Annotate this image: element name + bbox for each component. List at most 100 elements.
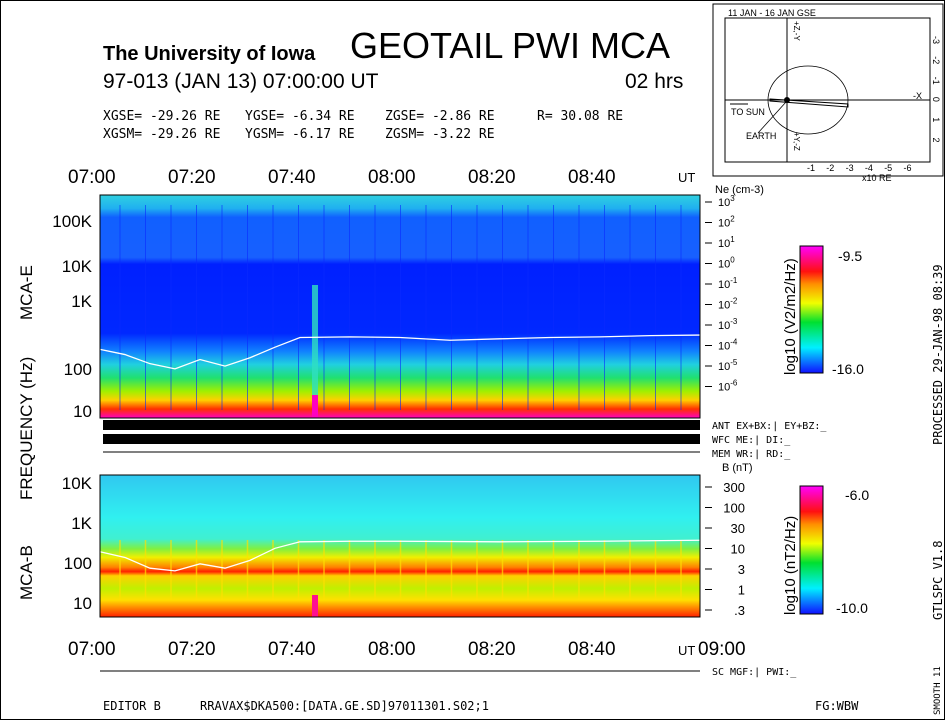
mca-b-colorbar-max: -6.0: [845, 487, 869, 503]
processed-label: PROCESSED 29-JAN-98 08:39: [931, 264, 945, 445]
b-tick-label: 1: [738, 583, 745, 598]
instrument-title: GEOTAIL PWI MCA: [350, 25, 670, 66]
sun-label: TO SUN: [731, 107, 765, 117]
institution-label: The University of Iowa: [103, 43, 316, 65]
zgsm-value: ZGSM= -3.22 RE: [385, 127, 495, 142]
mca-b-freq-tick: 10: [73, 594, 92, 613]
bottom-time-tick: 07:00: [68, 639, 116, 660]
sc-status: SC MGF:| PWI:_: [712, 667, 797, 678]
orbit-ellipse: [767, 65, 849, 135]
duration-label: 02 hrs: [625, 70, 683, 93]
top-time-tick: 07:20: [168, 167, 216, 188]
b-tick-label: 300: [723, 480, 745, 495]
ne-tick-label: 10-3: [718, 317, 738, 332]
mca-e-label: MCA-E: [17, 265, 36, 320]
fg-label: FG:WBW: [815, 699, 859, 713]
orbit-y-tick: -2: [931, 56, 941, 64]
file-path: RRAVAX$DKA500:[DATA.GE.SD]97011301.S02;1: [200, 699, 489, 713]
bottom-time-tick: 08:40: [568, 639, 616, 660]
mca-b-freq-tick: 1K: [71, 514, 92, 533]
top-time-tick: 08:20: [468, 167, 516, 188]
mca-e-burst: [312, 285, 318, 418]
orbit-x-unit: x10 RE: [862, 173, 892, 183]
mca-e-freq-tick: 100: [64, 360, 92, 379]
earth-marker: [784, 97, 790, 103]
mca-b-frame: [99, 474, 701, 618]
bottom-time-tick: 08:00: [368, 639, 416, 660]
date-line: 97-013 (JAN 13) 07:00:00 UT: [103, 70, 379, 93]
top-axis-label: +Z,-Y: [792, 21, 801, 41]
mca-e-colorbar-label: log10 (V2/m2/Hz): [782, 258, 799, 375]
orbit-x-tick: -3: [846, 163, 854, 173]
orbit-y-tick: -3: [931, 36, 941, 44]
orbit-y-tick: 0: [931, 97, 941, 102]
orbit-plot: 11 JAN - 16 JAN GSE TO SUN EARTH -X +Z,-…: [712, 3, 944, 183]
orbit-x-tick: -4: [865, 163, 873, 173]
b-tick-label: 10: [731, 542, 745, 557]
mca-b-colorbar-label: log10 (nT2/Hz): [782, 516, 799, 615]
ant-status: ANT EX+BX:| EY+BZ:_: [712, 421, 827, 432]
earth-label: EARTH: [746, 131, 776, 141]
smooth-label: SMOOTH 11: [933, 666, 943, 715]
ne-tick-label: 100: [718, 256, 735, 271]
orbit-x-tick: -5: [884, 163, 892, 173]
mca-b-cyclotron-line: [99, 539, 701, 572]
mca-b-colorbar-min: -10.0: [836, 600, 868, 616]
orbit-y-tick: -1: [931, 77, 941, 85]
bottom-time-tick: 09:00: [698, 639, 746, 660]
top-ut-label: UT: [678, 170, 695, 185]
top-time-tick: 08:00: [368, 167, 416, 188]
orbit-frame: [712, 3, 944, 177]
orbit-y-tick: 2: [931, 138, 941, 143]
b-axis-label: B (nT): [722, 462, 753, 474]
mca-b-freq-tick: 100: [64, 554, 92, 573]
b-tick-label: 100: [723, 501, 745, 516]
version-label: GTLSPC V1.8: [931, 541, 945, 620]
mca-b-colorbar: [799, 485, 824, 615]
mca-e-freq-tick: 1K: [71, 292, 92, 311]
xgsm-value: XGSM= -29.26 RE: [103, 127, 220, 142]
ne-tick-label: 10-6: [718, 379, 738, 394]
b-tick-label: 3: [738, 562, 745, 577]
mem-status: MEM WR:| RD:_: [712, 449, 791, 460]
r-value: R= 30.08 RE: [537, 109, 623, 124]
b-tick-label: .3: [734, 603, 745, 618]
mca-e-colorbar-min: -16.0: [832, 361, 864, 377]
mca-e-colorbar: [799, 245, 824, 374]
mca-b-label: MCA-B: [17, 545, 36, 600]
mca-e-frame: [99, 194, 701, 419]
mca-e-colorbar-max: -9.5: [838, 248, 862, 264]
top-time-tick: 08:40: [568, 167, 616, 188]
ne-tick-label: 101: [718, 235, 735, 250]
bottom-time-tick: 07:40: [268, 639, 316, 660]
ygse-value: YGSE= -6.34 RE: [245, 109, 355, 124]
mca-b-freq-tick: 10K: [62, 474, 93, 493]
orbit-track: [769, 98, 849, 108]
orbit-x-tick: -2: [826, 163, 834, 173]
mca-e-freq-tick: 10: [73, 402, 92, 421]
mca-e-freq-tick: 10K: [62, 257, 93, 276]
top-time-tick: 07:00: [68, 167, 116, 188]
bottom-time-tick: 08:20: [468, 639, 516, 660]
ne-tick-label: 10-2: [718, 297, 738, 312]
editor-label: EDITOR B: [103, 699, 161, 713]
bottom-time-tick: 07:20: [168, 639, 216, 660]
orbit-y-tick: 1: [931, 117, 941, 122]
wfc-mode-bar: [103, 434, 700, 444]
frequency-axis-label: FREQUENCY (Hz): [17, 357, 36, 500]
mca-e-burst-core: [312, 395, 318, 418]
mca-e-density-line: [99, 334, 701, 370]
mca-b-burst: [312, 595, 318, 617]
mca-e-freq-tick: 100K: [52, 212, 92, 231]
earth-pointer: [757, 101, 787, 134]
b-tick-label: 30: [731, 521, 745, 536]
bottom-ut-label: UT: [678, 643, 695, 658]
ne-tick-label: 10-5: [718, 358, 738, 373]
ne-tick-label: 10-1: [718, 276, 738, 291]
ne-tick-label: 102: [718, 215, 735, 230]
ne-tick-label: 103: [718, 194, 735, 209]
wfc-status: WFC ME:| DI:_: [712, 435, 791, 446]
orbit-title: 11 JAN - 16 JAN GSE: [728, 8, 816, 18]
zgse-value: ZGSE= -2.86 RE: [385, 109, 495, 124]
